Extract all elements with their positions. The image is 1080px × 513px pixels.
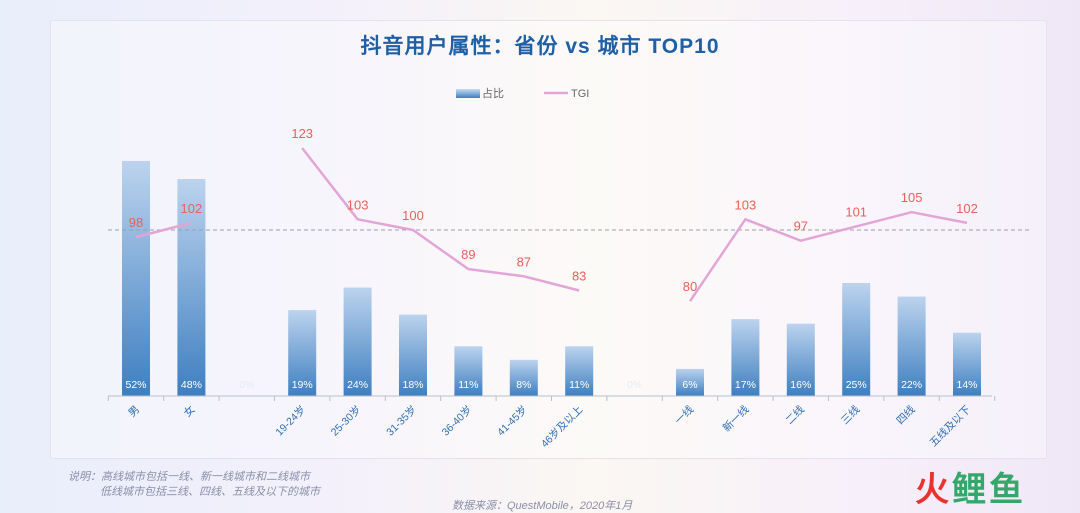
legend: 占比 TGI <box>456 86 589 100</box>
tgi-line <box>301 147 580 292</box>
tgi-value-label: 123 <box>291 126 313 141</box>
tgi-value-label: 100 <box>402 208 424 223</box>
brand-logo: 火鲤鱼 <box>915 462 1026 511</box>
bar-value-label: 52% <box>125 379 146 391</box>
bar <box>343 287 372 396</box>
tgi-value-label: 98 <box>129 215 143 230</box>
tgi-value-label: 102 <box>181 201 203 216</box>
bar-value-label: 11% <box>569 379 589 391</box>
bar <box>786 323 815 396</box>
x-tick-label: 36-40岁 <box>439 403 475 439</box>
legend-bar-label: 占比 <box>482 86 504 100</box>
bar-value-label: 17% <box>735 379 756 391</box>
x-tick-label: 31-35岁 <box>384 403 420 439</box>
bar-value-label: 11% <box>458 379 478 391</box>
x-tick-label: 41-45岁 <box>494 403 530 439</box>
bar <box>177 179 206 396</box>
x-tick-label: 女 <box>181 403 198 420</box>
bar <box>122 160 150 396</box>
bar <box>676 368 704 396</box>
bar-value-label: 48% <box>181 379 202 391</box>
tgi-value-label: 103 <box>347 197 369 212</box>
bar-value-label: 19% <box>292 379 313 391</box>
data-source: 数据来源：QuestMobile，2020年1月 <box>452 500 633 512</box>
bar-value-label: 6% <box>682 379 697 391</box>
bar-value-label: 24% <box>347 379 368 391</box>
tgi-line <box>688 210 968 302</box>
tgi-value-label: 97 <box>794 219 808 234</box>
tgi-value-label: 103 <box>735 197 757 212</box>
tgi-value-label: 80 <box>683 279 697 294</box>
bar-value-label: 8% <box>516 379 531 391</box>
tgi-line <box>135 221 192 239</box>
x-tick-label: 男 <box>126 404 142 420</box>
bar-value-label: 25% <box>846 379 867 391</box>
bar-value-label: 22% <box>901 379 922 391</box>
logo-part-2: 鲤鱼 <box>952 471 1026 509</box>
bar <box>897 296 926 396</box>
tgi-value-label: 105 <box>901 190 923 205</box>
bar <box>399 314 427 396</box>
bar <box>731 319 760 396</box>
legend-line-label: TGI <box>571 88 589 100</box>
bar-value-label: 14% <box>956 379 977 391</box>
bar-value-label: 0% <box>627 379 642 391</box>
bar <box>288 310 317 396</box>
footnote-line-2: 低线城市包括三线、四线、五线及以下的城市 <box>100 486 320 498</box>
legend-bar-swatch <box>456 89 480 98</box>
x-tick-label: 46岁及以上 <box>538 403 585 450</box>
footnote-line-1: 说明：高线城市包括一线、新一线城市和二线城市 <box>68 471 310 483</box>
bar-value-label: 16% <box>790 379 811 391</box>
x-tick-label: 三线 <box>838 403 862 427</box>
bar-value-label: 18% <box>402 379 423 391</box>
x-tick-label: 五线及以下 <box>927 403 973 449</box>
chart-title: 抖音用户属性：省份 vs 城市 TOP10 <box>360 35 720 58</box>
bar <box>953 332 981 396</box>
bar <box>565 346 594 396</box>
logo-part-1: 火 <box>915 471 952 509</box>
bar <box>509 359 538 396</box>
tgi-value-label: 89 <box>461 247 475 262</box>
tgi-value-label: 102 <box>956 201 978 216</box>
x-tick-label: 一线 <box>672 403 696 427</box>
footnote: 说明：高线城市包括一线、新一线城市和二线城市 低线城市包括三线、四线、五线及以下… <box>68 470 320 500</box>
x-tick-label: 四线 <box>894 403 918 427</box>
bar <box>454 346 483 396</box>
tgi-value-label: 87 <box>517 254 531 269</box>
tgi-value-label: 101 <box>845 204 867 219</box>
x-tick-label: 新一线 <box>720 403 752 435</box>
x-tick-label: 二线 <box>783 403 807 427</box>
bar-value-label: 0% <box>239 379 254 391</box>
bar <box>842 283 871 396</box>
x-tick-label: 25-30岁 <box>328 403 364 439</box>
x-tick-label: 19-24岁 <box>273 403 309 439</box>
tgi-value-label: 83 <box>572 269 586 284</box>
